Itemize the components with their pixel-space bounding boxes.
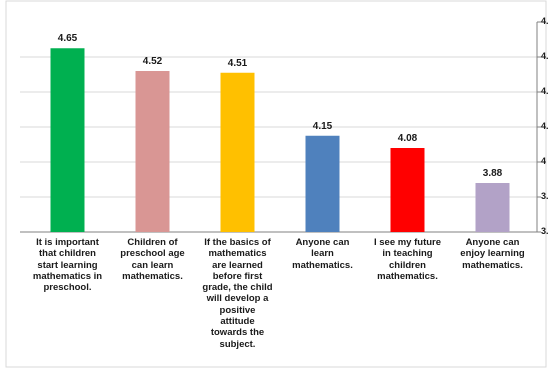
y-tick-label: 4. <box>541 51 549 61</box>
category-label: Anyone can learn mathematics. <box>281 237 365 271</box>
category-label-line: positive <box>219 304 256 316</box>
category-label-line: grade, the child <box>202 282 273 294</box>
data-label: 4.65 <box>57 33 78 45</box>
category-label-line: start learning <box>37 259 98 271</box>
data-label: 4.52 <box>142 56 163 67</box>
bars <box>50 48 510 232</box>
y-tick-label: 4 <box>541 156 547 166</box>
category-label-line: enjoy learning <box>460 248 525 260</box>
category-label-line: towards the <box>210 327 265 339</box>
category-label-line: I see my future <box>373 237 442 248</box>
category-label: It is important that children start learni… <box>26 237 110 293</box>
chart-bar <box>305 135 340 232</box>
category-label-line: are learned <box>212 259 263 271</box>
category-label-line: children <box>389 259 426 271</box>
category-label-line: If the basics of <box>204 237 271 248</box>
chart-border <box>5 0 547 368</box>
category-label-line: Children of <box>127 237 178 248</box>
y-tick-label: 4. <box>541 121 549 131</box>
data-label: 3.88 <box>482 168 503 179</box>
y-tick-label: 3. <box>541 226 549 236</box>
category-label-line: It is important <box>36 237 99 248</box>
chart-bar <box>390 148 425 232</box>
category-label-line: mathematics. <box>122 270 183 282</box>
category-label-line: mathematics. <box>462 259 523 271</box>
category-label: I see my future in teaching children mathem… <box>366 237 450 282</box>
category-label-line: preschool age <box>120 248 185 260</box>
category-label-line: mathematics. <box>292 259 353 271</box>
category-label-line: Anyone can <box>295 237 350 248</box>
y-tick-label: 4. <box>541 86 549 96</box>
category-label-line: in teaching <box>382 248 433 260</box>
axes <box>20 21 541 233</box>
category-label-line: attitude <box>220 316 255 328</box>
category-label-line: preschool. <box>43 282 92 294</box>
chart-bar <box>50 48 85 232</box>
gridlines <box>20 56 537 198</box>
category-label-line: that children <box>38 248 96 260</box>
y-tick-label: 4. <box>541 16 549 26</box>
category-label-line: will develop a <box>206 293 269 305</box>
chart-bar <box>475 183 510 232</box>
category-label-line: subject. <box>219 338 256 350</box>
category-label-line: learn <box>311 248 334 260</box>
data-label: 4.51 <box>227 57 248 69</box>
category-label-line: before first <box>212 270 263 282</box>
category-label-line: mathematics. <box>377 270 438 282</box>
category-label: Children of preschool age can learn mathema… <box>111 237 195 282</box>
category-label-line: Anyone can <box>465 237 520 248</box>
category-label: Anyone can enjoy learning mathematics. <box>451 237 535 271</box>
chart-bar <box>220 72 255 232</box>
y-tick-label: 3. <box>541 191 549 201</box>
category-label-line: can learn <box>131 259 174 271</box>
category-label-line: mathematics in <box>32 270 103 282</box>
category-label-line: mathematics <box>208 248 267 260</box>
data-label: 4.08 <box>397 133 418 144</box>
chart-bar <box>135 71 170 232</box>
data-label: 4.15 <box>312 120 333 132</box>
category-label: If the basics of mathematics are learned be… <box>196 237 280 350</box>
